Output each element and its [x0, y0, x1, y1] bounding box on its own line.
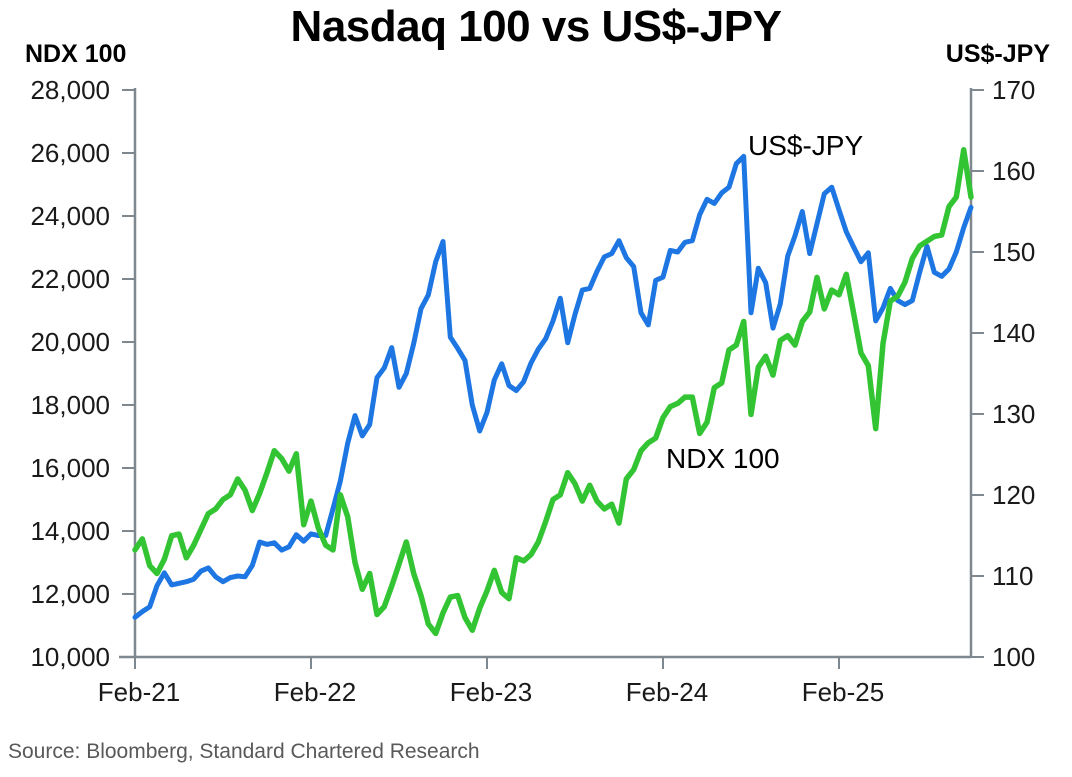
left-tick-label: 14,000 [30, 516, 110, 546]
right-tick-label: 130 [992, 399, 1035, 429]
axis-tick-labels: 28,000 26,000 24,000 22,000 20,000 18,000 16,0… [30, 75, 1035, 707]
data-lines [132, 147, 974, 637]
axis-ticks [122, 89, 984, 669]
left-tick-label: 26,000 [30, 138, 110, 168]
left-tick-label: 12,000 [30, 579, 110, 609]
right-tick-label: 160 [992, 156, 1035, 186]
right-tick-label: 170 [992, 75, 1035, 105]
right-tick-label: 120 [992, 480, 1035, 510]
right-tick-label: 150 [992, 237, 1035, 267]
x-tick-label: Feb-21 [98, 677, 180, 707]
line-us-jpy [132, 153, 974, 620]
left-tick-label: 10,000 [30, 642, 110, 672]
x-tick-label: Feb-25 [802, 677, 884, 707]
series-label-ndx: NDX 100 [666, 443, 780, 474]
right-tick-label: 100 [992, 642, 1035, 672]
page-title: Nasdaq 100 vs US$-JPY [290, 2, 782, 51]
x-tick-label: Feb-22 [274, 677, 356, 707]
right-tick-label: 140 [992, 318, 1035, 348]
left-axis-title: NDX 100 [25, 40, 127, 68]
chart-canvas: 28,000 26,000 24,000 22,000 20,000 18,000 16,0… [30, 75, 1035, 707]
left-tick-label: 20,000 [30, 327, 110, 357]
left-tick-label: 18,000 [30, 390, 110, 420]
x-tick-label: Feb-23 [450, 677, 532, 707]
source-note: Source: Bloomberg, Standard Chartered Re… [8, 740, 480, 763]
x-tick-label: Feb-24 [626, 677, 708, 707]
left-tick-label: 16,000 [30, 453, 110, 483]
left-tick-label: 24,000 [30, 201, 110, 231]
line-ndx-100 [132, 147, 974, 637]
right-axis-title: US$-JPY [945, 40, 1050, 68]
right-tick-label: 110 [992, 561, 1033, 591]
left-tick-label: 22,000 [30, 264, 110, 294]
left-tick-label: 28,000 [30, 75, 110, 105]
series-label-usdjpy: US$-JPY [748, 130, 864, 161]
